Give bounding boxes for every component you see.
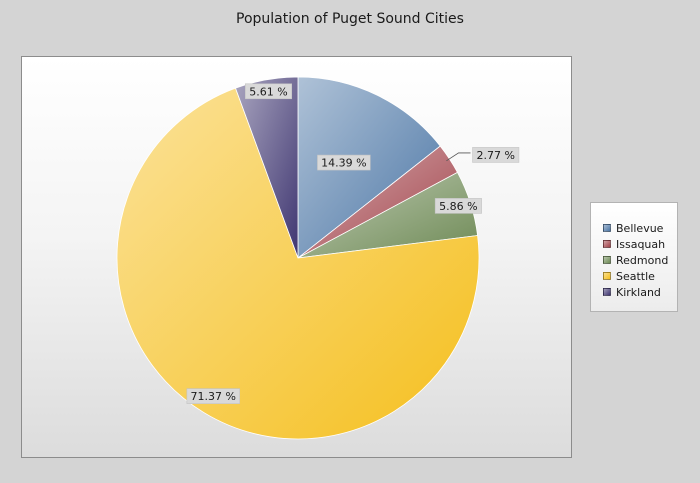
legend-swatch-seattle: [603, 272, 611, 280]
data-label-box-redmond: [434, 198, 482, 214]
legend-swatch-issaquah: [603, 240, 611, 248]
legend: Bellevue Issaquah Redmond Seattle Kirkland: [590, 202, 678, 312]
legend-label-bellevue: Bellevue: [616, 221, 664, 235]
pie-slice-seattle: [116, 87, 480, 440]
legend-swatch-kirkland: [603, 288, 611, 296]
data-label-box-kirkland: [244, 83, 292, 100]
data-label-box-bellevue: [317, 154, 371, 171]
data-label-redmond: 5.86 %: [439, 200, 477, 213]
data-label-box-seattle: [186, 388, 240, 404]
pie-slices: [116, 76, 480, 440]
data-label-bellevue: 14.39 %: [321, 157, 366, 170]
legend-item-issaquah: Issaquah: [603, 236, 677, 252]
legend-item-redmond: Redmond: [603, 252, 677, 268]
legend-item-kirkland: Kirkland: [603, 284, 677, 300]
legend-swatch-redmond: [603, 256, 611, 264]
data-label-box-issaquah: [472, 147, 520, 163]
plot-area: 14.39 % 2.77 % 5.86 % 71.37 % 5.61 %: [21, 56, 572, 458]
leader-line-issaquah: [446, 152, 471, 162]
legend-label-kirkland: Kirkland: [616, 285, 661, 299]
pie-slice-kirkland: [234, 76, 299, 259]
chart-title: Population of Puget Sound Cities: [236, 11, 464, 27]
legend-label-seattle: Seattle: [616, 269, 655, 283]
data-label-kirkland: 5.61 %: [249, 85, 287, 98]
legend-item-bellevue: Bellevue: [603, 220, 677, 236]
legend-item-seattle: Seattle: [603, 268, 677, 284]
legend-label-issaquah: Issaquah: [616, 237, 666, 251]
data-label-seattle: 71.37 %: [191, 390, 236, 403]
legend-label-redmond: Redmond: [616, 253, 669, 267]
pie-labels: 14.39 % 2.77 % 5.86 % 71.37 % 5.61 %: [186, 83, 520, 404]
legend-swatch-bellevue: [603, 224, 611, 232]
data-label-issaquah: 2.77 %: [476, 149, 514, 162]
pie-chart: 14.39 % 2.77 % 5.86 % 71.37 % 5.61 %: [116, 76, 520, 440]
